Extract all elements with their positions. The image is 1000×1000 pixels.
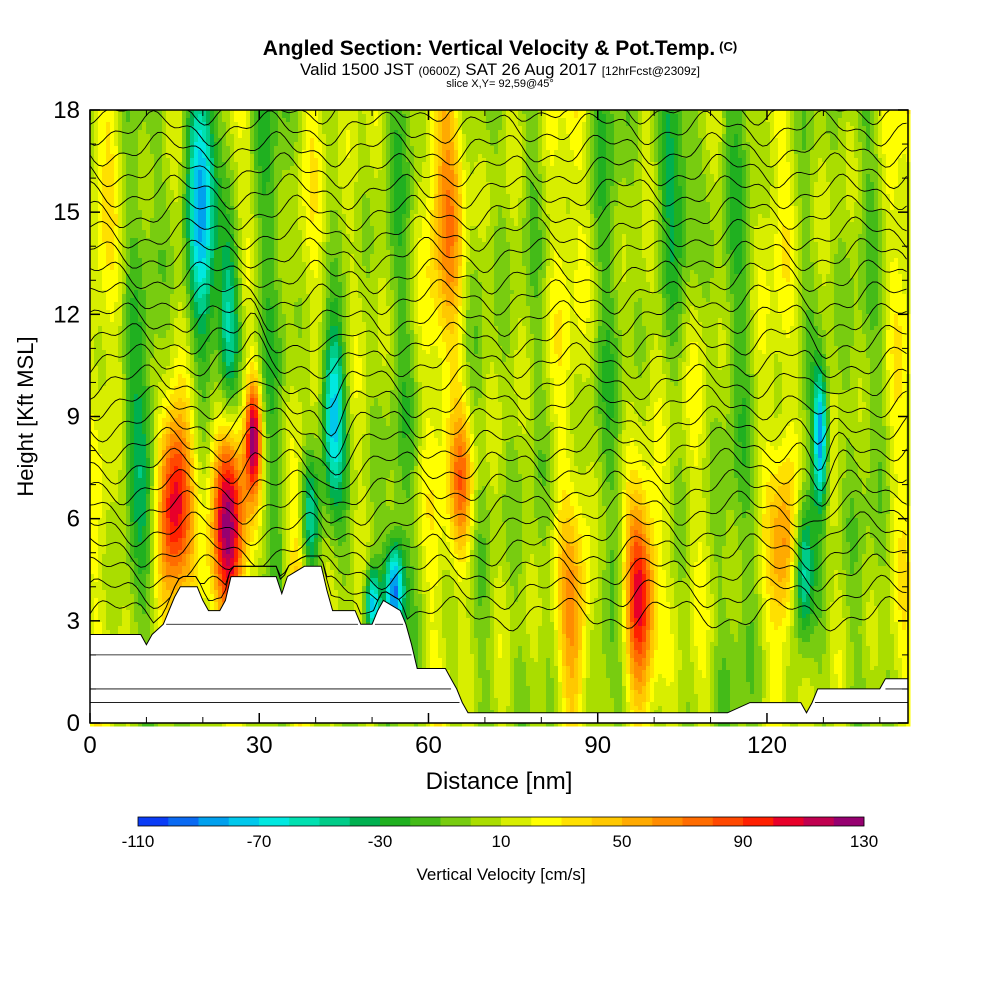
colorbar-swatch: [198, 817, 230, 826]
y-axis-label: Height [Kft MSL]: [13, 336, 38, 496]
title-mark: (C): [719, 39, 737, 54]
colorbar-swatch: [591, 817, 623, 826]
y-tick-label: 6: [67, 506, 80, 533]
slice-info: slice X,Y= 92,59@45°: [0, 78, 1000, 90]
colorbar-swatch: [168, 817, 199, 826]
colorbar-tick-label: -70: [247, 832, 272, 851]
colorbar-swatch: [289, 817, 320, 826]
valid-time: Valid 1500 JST: [300, 60, 414, 79]
terrain-lines: [90, 623, 908, 703]
colorbar-tick-label: 130: [850, 832, 878, 851]
colorbar-swatch: [682, 817, 714, 826]
x-axis-label: Distance [nm]: [426, 768, 573, 795]
x-tick-label: 30: [246, 732, 273, 759]
colorbar-swatch: [440, 817, 472, 826]
y-tick-label: 0: [67, 710, 80, 737]
colorbar-tick-label: -30: [368, 832, 393, 851]
valid-utc: (0600Z): [419, 64, 461, 78]
y-tick-label: 12: [53, 301, 80, 328]
colorbar-swatch: [833, 817, 865, 826]
x-tick-label: 0: [83, 732, 96, 759]
colorbar-swatch: [531, 817, 562, 826]
colorbar-swatch: [138, 817, 169, 826]
axes: 0 30 60 90 120 0 3 6 9 12 15 18: [53, 97, 908, 759]
colorbar-swatch: [622, 817, 653, 826]
y-tick-label: 3: [67, 608, 80, 635]
y-tick-label: 18: [53, 97, 80, 124]
colorbar-swatch: [319, 817, 351, 826]
colorbar-swatch: [349, 817, 381, 826]
colorbar-tick-label: 10: [492, 832, 511, 851]
chart-title: Angled Section: Vertical Velocity & Pot.…: [0, 37, 1000, 61]
colorbar-tick-label: 50: [613, 832, 632, 851]
chart-subtitle: Valid 1500 JST (0600Z) SAT 26 Aug 2017 […: [0, 60, 1000, 80]
colorbar-swatch: [743, 817, 774, 826]
x-tick-label: 120: [747, 732, 787, 759]
colorbar: -110 -70 -30 10 50 90 130: [122, 816, 878, 851]
colorbar-swatch: [470, 817, 502, 826]
colorbar-swatch: [803, 817, 835, 826]
colorbar-label: Vertical Velocity [cm/s]: [416, 865, 585, 884]
x-tick-label: 90: [584, 732, 611, 759]
colorbar-swatch: [652, 817, 683, 826]
colorbar-tick-label: -110: [122, 832, 155, 851]
colorbar-swatch: [501, 817, 532, 826]
colorbar-swatch: [259, 817, 290, 826]
colorbar-swatch: [380, 817, 411, 826]
colorbar-swatch: [228, 817, 260, 826]
colorbar-swatch: [561, 817, 593, 826]
x-tick-label: 60: [415, 732, 442, 759]
title-main: Angled Section: Vertical Velocity & Pot.…: [263, 37, 715, 60]
valid-date: SAT 26 Aug 2017: [465, 60, 597, 79]
y-tick-label: 15: [53, 199, 80, 226]
colorbar-swatch: [712, 817, 744, 826]
colorbar-swatch: [410, 817, 441, 826]
y-tick-label: 9: [67, 404, 80, 431]
colorbar-tick-label: 90: [734, 832, 753, 851]
forecast-info: [12hrFcst@2309z]: [602, 64, 700, 78]
colorbar-swatch: [773, 817, 804, 826]
terrain-mask: [89, 565, 909, 724]
